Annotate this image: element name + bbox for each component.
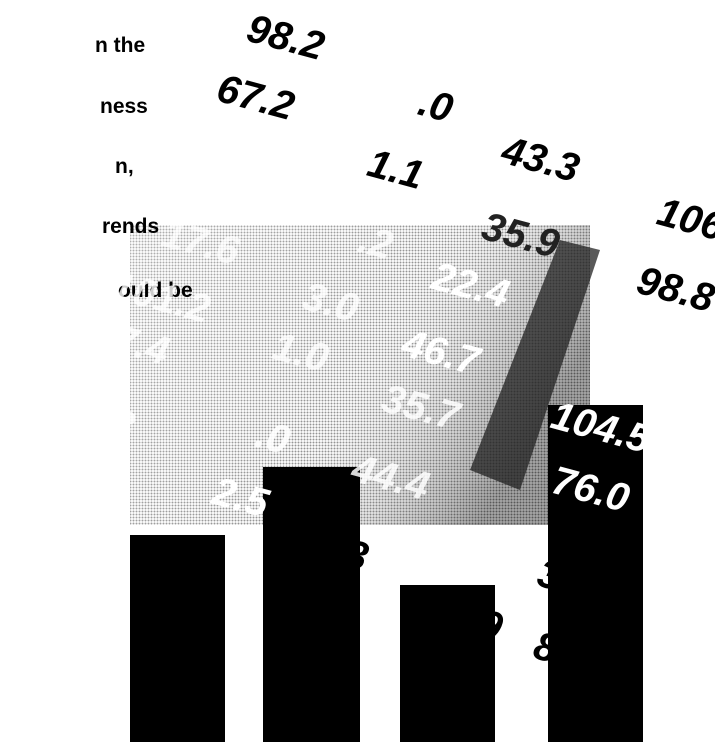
floating-number: 43.3	[496, 128, 584, 191]
bars	[130, 405, 643, 742]
photo	[130, 225, 600, 525]
text-line: n,	[115, 155, 134, 178]
text-line: ould be	[118, 279, 193, 302]
text-line: n the	[95, 34, 145, 57]
floating-number: 55.8	[52, 386, 139, 449]
text-line: rends	[102, 215, 159, 238]
floating-number: 1.1	[363, 141, 428, 198]
floating-number: 106	[653, 190, 715, 250]
floating-number: 98.8	[632, 258, 715, 321]
text-line: ness	[100, 95, 148, 118]
floating-number: 98.2	[242, 6, 329, 69]
text-column: n the ness n, rends ould be	[95, 34, 193, 302]
floating-number: .0	[414, 80, 458, 131]
floating-number: 67.2	[212, 66, 299, 129]
